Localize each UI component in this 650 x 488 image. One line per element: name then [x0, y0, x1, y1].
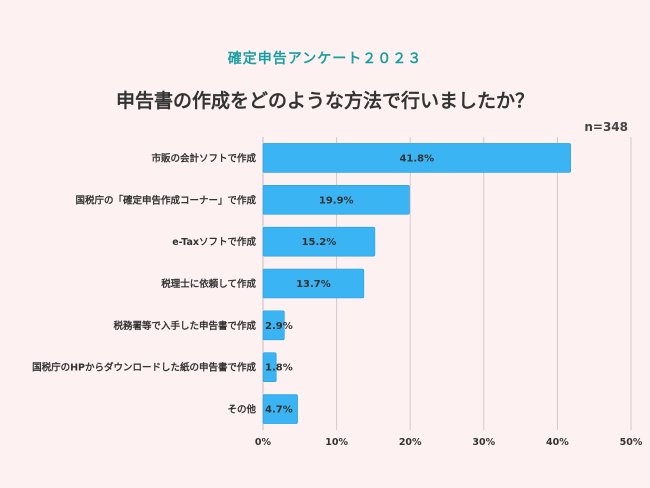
- survey-subtitle: 確定申告アンケート２０２３: [227, 51, 423, 67]
- value-label: 41.8%: [399, 153, 434, 164]
- x-tick-label: 0%: [255, 437, 272, 448]
- value-label: 1.8%: [265, 363, 293, 374]
- x-tick-label: 10%: [325, 437, 348, 448]
- bar: [262, 352, 277, 383]
- bars: 41.8% 19.9% 15.2% 13.7% 2.9% 1.8% 4.7%: [262, 143, 571, 424]
- chart-title: 申告書の作成をどのような方法で行いましたか？: [115, 90, 534, 112]
- value-label: 4.7%: [265, 405, 293, 416]
- value-label: 19.9%: [319, 195, 354, 206]
- x-tick-label: 30%: [472, 437, 495, 448]
- category-label: 市販の会計ソフトで作成: [151, 152, 256, 164]
- bar: [262, 268, 365, 299]
- value-label: 13.7%: [296, 279, 331, 290]
- value-label: 2.9%: [265, 321, 293, 332]
- bar: [262, 394, 298, 424]
- category-label: e-Taxソフトで作成: [172, 236, 256, 248]
- category-label: その他: [227, 404, 256, 416]
- value-label: 15.2%: [302, 237, 337, 248]
- x-tick-label: 20%: [399, 437, 422, 448]
- x-tick-label: 50%: [620, 437, 643, 448]
- bar: [262, 226, 376, 257]
- category-label: 国税庁の「確定申告作成コーナー」で作成: [75, 194, 256, 206]
- x-tick-label: 40%: [546, 437, 569, 448]
- category-label: 税務署等で入手した申告書で作成: [113, 320, 256, 332]
- sample-size-label: n=348: [584, 120, 628, 134]
- category-label: 税理士に依頼して作成: [161, 278, 256, 290]
- bar: [262, 143, 571, 173]
- category-label: 国税庁のHPからダウンロードした紙の申告書で作成: [32, 362, 256, 374]
- bar: [262, 184, 410, 215]
- x-axis-ticks: 0% 10% 20% 30% 40% 50%: [255, 437, 643, 448]
- bar: [262, 310, 285, 341]
